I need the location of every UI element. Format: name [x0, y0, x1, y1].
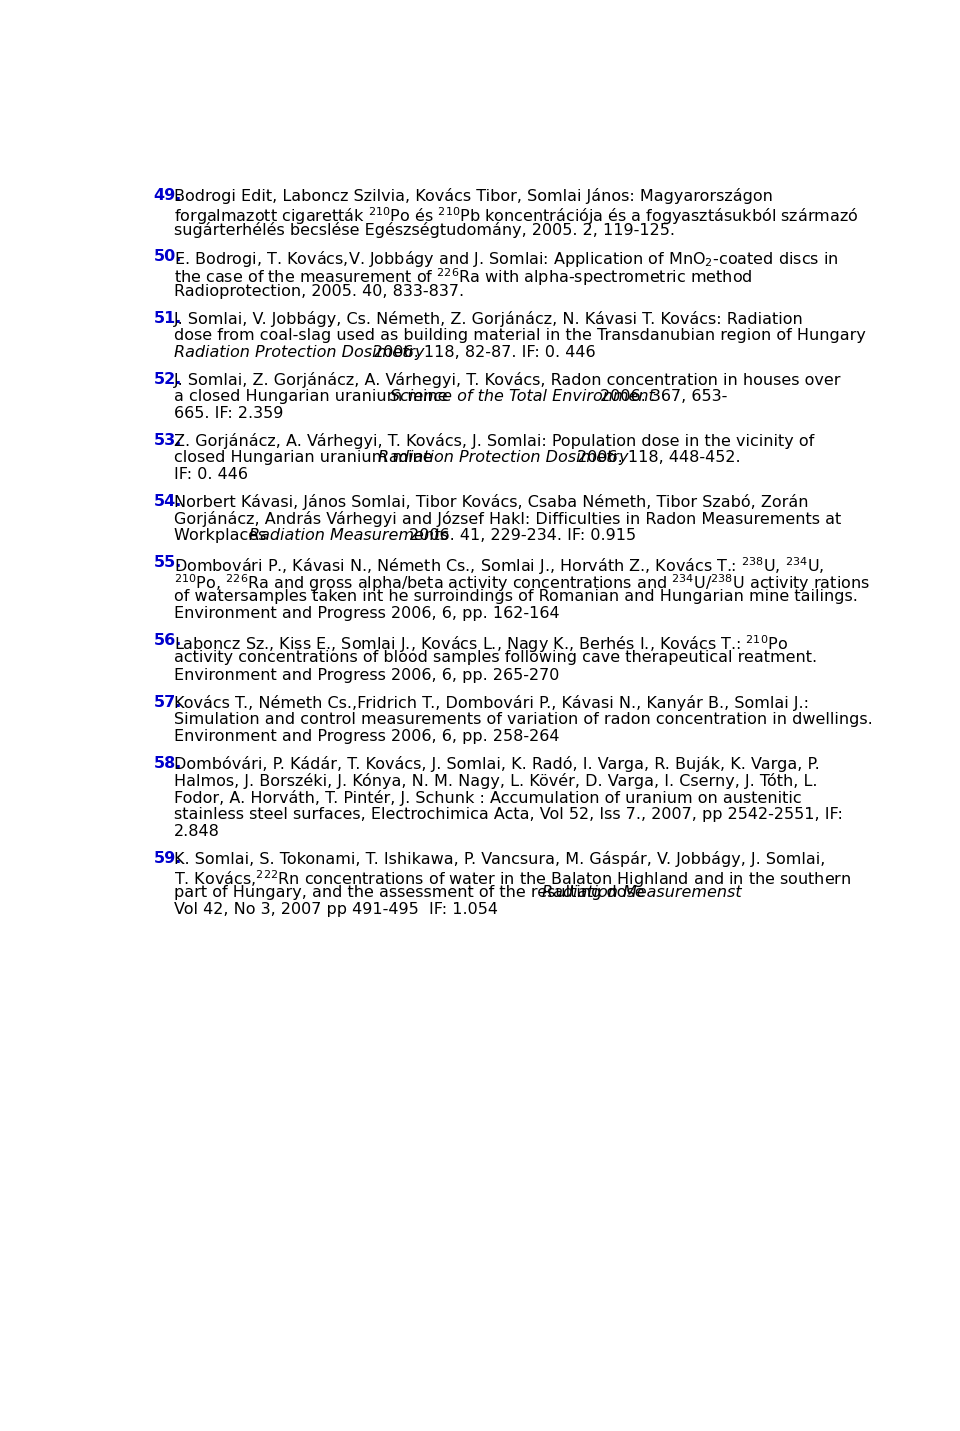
Text: Halmos, J. Borszéki, J. Kónya, N. M. Nagy, L. Kövér, D. Varga, I. Cserny, J. Tót: Halmos, J. Borszéki, J. Kónya, N. M. Nag…: [174, 773, 817, 788]
Text: 52.: 52.: [154, 372, 181, 386]
Text: closed Hungarian uranium mine: closed Hungarian uranium mine: [174, 449, 438, 465]
Text: forgalmazott cigaretták $^{210}$Po és $^{210}$Pb koncentrációja és a fogyasztásu: forgalmazott cigaretták $^{210}$Po és $^…: [174, 205, 858, 228]
Text: 665. IF: 2.359: 665. IF: 2.359: [174, 406, 283, 421]
Text: activity concentrations of blood samples following cave therapeutical reatment.: activity concentrations of blood samples…: [174, 651, 817, 665]
Text: 2.848: 2.848: [174, 824, 220, 839]
Text: Dombovári P., Kávasi N., Németh Cs., Somlai J., Horváth Z., Kovács T.: $^{238}$U: Dombovári P., Kávasi N., Németh Cs., Som…: [174, 555, 824, 577]
Text: 2006. 118, 448-452.: 2006. 118, 448-452.: [572, 449, 741, 465]
Text: 58.: 58.: [154, 756, 181, 771]
Text: Science of the Total Environment: Science of the Total Environment: [390, 389, 655, 404]
Text: $^{210}$Po, $^{226}$Ra and gross alpha/beta activity concentrations and $^{234}$: $^{210}$Po, $^{226}$Ra and gross alpha/b…: [174, 572, 870, 594]
Text: 54.: 54.: [154, 494, 181, 509]
Text: Radiation Protection Dosimetry: Radiation Protection Dosimetry: [378, 449, 629, 465]
Text: 59.: 59.: [154, 851, 181, 866]
Text: Radiation Measurements: Radiation Measurements: [250, 528, 448, 544]
Text: 51.: 51.: [154, 311, 181, 326]
Text: of watersamples taken int he surroindings of Romanian and Hungarian mine tailing: of watersamples taken int he surroinding…: [174, 590, 857, 604]
Text: 49.: 49.: [154, 189, 181, 203]
Text: Bodrogi Edit, Laboncz Szilvia, Kovács Tibor, Somlai János: Magyarországon: Bodrogi Edit, Laboncz Szilvia, Kovács Ti…: [174, 189, 773, 205]
Text: 56.: 56.: [154, 634, 181, 648]
Text: Environment and Progress 2006, 6, pp. 265-270: Environment and Progress 2006, 6, pp. 26…: [174, 667, 559, 683]
Text: 2006. 118, 82-87. IF: 0. 446: 2006. 118, 82-87. IF: 0. 446: [368, 345, 595, 359]
Text: Dombóvári, P. Kádár, T. Kovács, J. Somlai, K. Radó, I. Varga, R. Buják, K. Varga: Dombóvári, P. Kádár, T. Kovács, J. Somla…: [174, 756, 819, 771]
Text: Radiation Measuremenst: Radiation Measuremenst: [542, 886, 742, 900]
Text: stainless steel surfaces, Electrochimica Acta, Vol 52, Iss 7., 2007, pp 2542-255: stainless steel surfaces, Electrochimica…: [174, 807, 843, 821]
Text: Simulation and control measurements of variation of radon concentration in dwell: Simulation and control measurements of v…: [174, 711, 873, 727]
Text: a closed Hungarian uranium mine: a closed Hungarian uranium mine: [174, 389, 452, 404]
Text: IF: 0. 446: IF: 0. 446: [174, 467, 248, 482]
Text: T. Kovács,$^{222}$Rn concentrations of water in the Balaton Highland and in the : T. Kovács,$^{222}$Rn concentrations of w…: [174, 869, 851, 890]
Text: 2006. 41, 229-234. IF: 0.915: 2006. 41, 229-234. IF: 0.915: [404, 528, 636, 544]
Text: E. Bodrogi, T. Kovács,V. Jobbágy and J. Somlai: Application of MnO$_2$-coated di: E. Bodrogi, T. Kovács,V. Jobbágy and J. …: [174, 249, 838, 269]
Text: dose from coal-slag used as building material in the Transdanubian region of Hun: dose from coal-slag used as building mat…: [174, 328, 866, 342]
Text: Laboncz Sz., Kiss E., Somlai J., Kovács L., Nagy K., Berhés I., Kovács T.: $^{21: Laboncz Sz., Kiss E., Somlai J., Kovács …: [174, 634, 788, 655]
Text: Workplaces: Workplaces: [174, 528, 271, 544]
Text: 57.: 57.: [154, 694, 181, 710]
Text: the case of the measurement of $^{226}$Ra with alpha-spectrometric method: the case of the measurement of $^{226}$R…: [174, 266, 752, 288]
Text: K. Somlai, S. Tokonami, T. Ishikawa, P. Vancsura, M. Gáspár, V. Jobbágy, J. Soml: K. Somlai, S. Tokonami, T. Ishikawa, P. …: [174, 851, 825, 867]
Text: Radiation Protection Dosimetry: Radiation Protection Dosimetry: [174, 345, 424, 359]
Text: J. Somlai, V. Jobbágy, Cs. Németh, Z. Gorjánácz, N. Kávasi T. Kovács: Radiation: J. Somlai, V. Jobbágy, Cs. Németh, Z. Go…: [174, 311, 804, 326]
Text: 55.: 55.: [154, 555, 181, 570]
Text: 2006. 367, 653-: 2006. 367, 653-: [595, 389, 727, 404]
Text: sugárterhélés becslése Egészségtudomány, 2005. 2, 119-125.: sugárterhélés becslése Egészségtudomány,…: [174, 222, 675, 239]
Text: Vol 42, No 3, 2007 pp 491-495  IF: 1.054: Vol 42, No 3, 2007 pp 491-495 IF: 1.054: [174, 903, 497, 917]
Text: part of Hungary, and the assessment of the resulting dose: part of Hungary, and the assessment of t…: [174, 886, 649, 900]
Text: Radioprotection, 2005. 40, 833-837.: Radioprotection, 2005. 40, 833-837.: [174, 283, 464, 299]
Text: Norbert Kávasi, János Somlai, Tibor Kovács, Csaba Németh, Tibor Szabó, Zorán: Norbert Kávasi, János Somlai, Tibor Ková…: [174, 494, 808, 509]
Text: 53.: 53.: [154, 432, 181, 448]
Text: J. Somlai, Z. Gorjánácz, A. Várhegyi, T. Kovács, Radon concentration in houses o: J. Somlai, Z. Gorjánácz, A. Várhegyi, T.…: [174, 372, 841, 388]
Text: Gorjánácz, András Várhegyi and József Hakl: Difficulties in Radon Measurements a: Gorjánácz, András Várhegyi and József Ha…: [174, 511, 841, 527]
Text: Fodor, A. Horváth, T. Pintér, J. Schunk : Accumulation of uranium on austenitic: Fodor, A. Horváth, T. Pintér, J. Schunk …: [174, 790, 802, 806]
Text: Kovács T., Németh Cs.,Fridrich T., Dombovári P., Kávasi N., Kanyár B., Somlai J.: Kovács T., Németh Cs.,Fridrich T., Dombo…: [174, 694, 808, 711]
Text: Z. Gorjánácz, A. Várhegyi, T. Kovács, J. Somlai: Population dose in the vicinity: Z. Gorjánácz, A. Várhegyi, T. Kovács, J.…: [174, 432, 814, 449]
Text: Environment and Progress 2006, 6, pp. 162-164: Environment and Progress 2006, 6, pp. 16…: [174, 607, 559, 621]
Text: 50.: 50.: [154, 249, 181, 265]
Text: Environment and Progress 2006, 6, pp. 258-264: Environment and Progress 2006, 6, pp. 25…: [174, 728, 559, 744]
